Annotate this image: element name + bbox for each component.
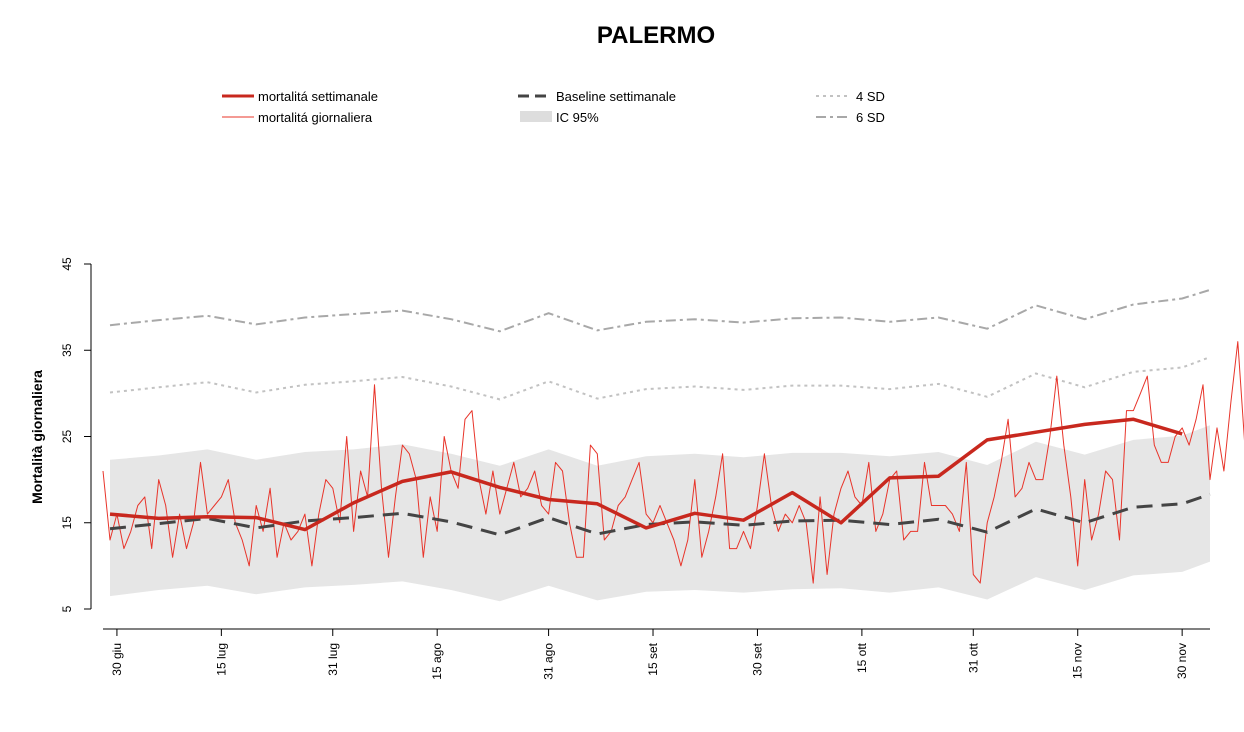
- x-tick-label: 31 ott: [966, 642, 980, 673]
- y-tick-label: 5: [60, 605, 74, 612]
- y-tick-label: 35: [60, 343, 74, 357]
- chart-title: PALERMO: [597, 22, 715, 49]
- legend-label-ci: IC 95%: [556, 110, 599, 125]
- legend-label-daily: mortalitá giornaliera: [258, 110, 373, 125]
- x-tick-label: 30 giu: [110, 643, 124, 676]
- x-tick-label: 15 ago: [430, 643, 444, 680]
- legend-label-weekly: mortalitá settimanale: [258, 89, 378, 104]
- x-axis: 30 giu 15 lug 31 lug 15 ago 31 ago 15 set 30 s…: [103, 628, 1210, 680]
- x-tick-label: 31 ago: [542, 643, 556, 680]
- x-tick-label: 15 lug: [214, 643, 228, 676]
- x-tick-label: 30 set: [751, 642, 765, 675]
- x-tick-label: 15 nov: [1071, 643, 1085, 679]
- series-6sd-line: [109, 288, 1211, 333]
- legend-label-sd4: 4 SD: [856, 89, 885, 104]
- x-tick-label: 31 lug: [326, 643, 340, 676]
- y-tick-label: 15: [60, 516, 74, 530]
- legend-label-baseline: Baseline settimanale: [556, 89, 676, 104]
- legend: mortalitá settimanale mortalitá giornali…: [222, 89, 885, 125]
- legend-swatch-ci: [520, 111, 552, 122]
- series-4sd-line: [109, 356, 1211, 401]
- legend-label-sd6: 6 SD: [856, 110, 885, 125]
- x-tick-label: 15 set: [646, 642, 660, 675]
- ci-band: [110, 425, 1210, 602]
- y-tick-label: 45: [60, 257, 74, 271]
- series-daily-line: [102, 341, 1244, 584]
- y-axis: 5 15 25 35 45: [60, 257, 92, 612]
- x-tick-label: 30 nov: [1175, 643, 1189, 679]
- plot-area: [102, 288, 1244, 602]
- x-tick-label: 15 ott: [855, 642, 869, 673]
- y-tick-label: 25: [60, 430, 74, 444]
- y-axis-label: Mortalità giornaliera: [29, 370, 45, 504]
- series-weekly-line: [109, 417, 1183, 532]
- series-baseline-line: [109, 492, 1211, 537]
